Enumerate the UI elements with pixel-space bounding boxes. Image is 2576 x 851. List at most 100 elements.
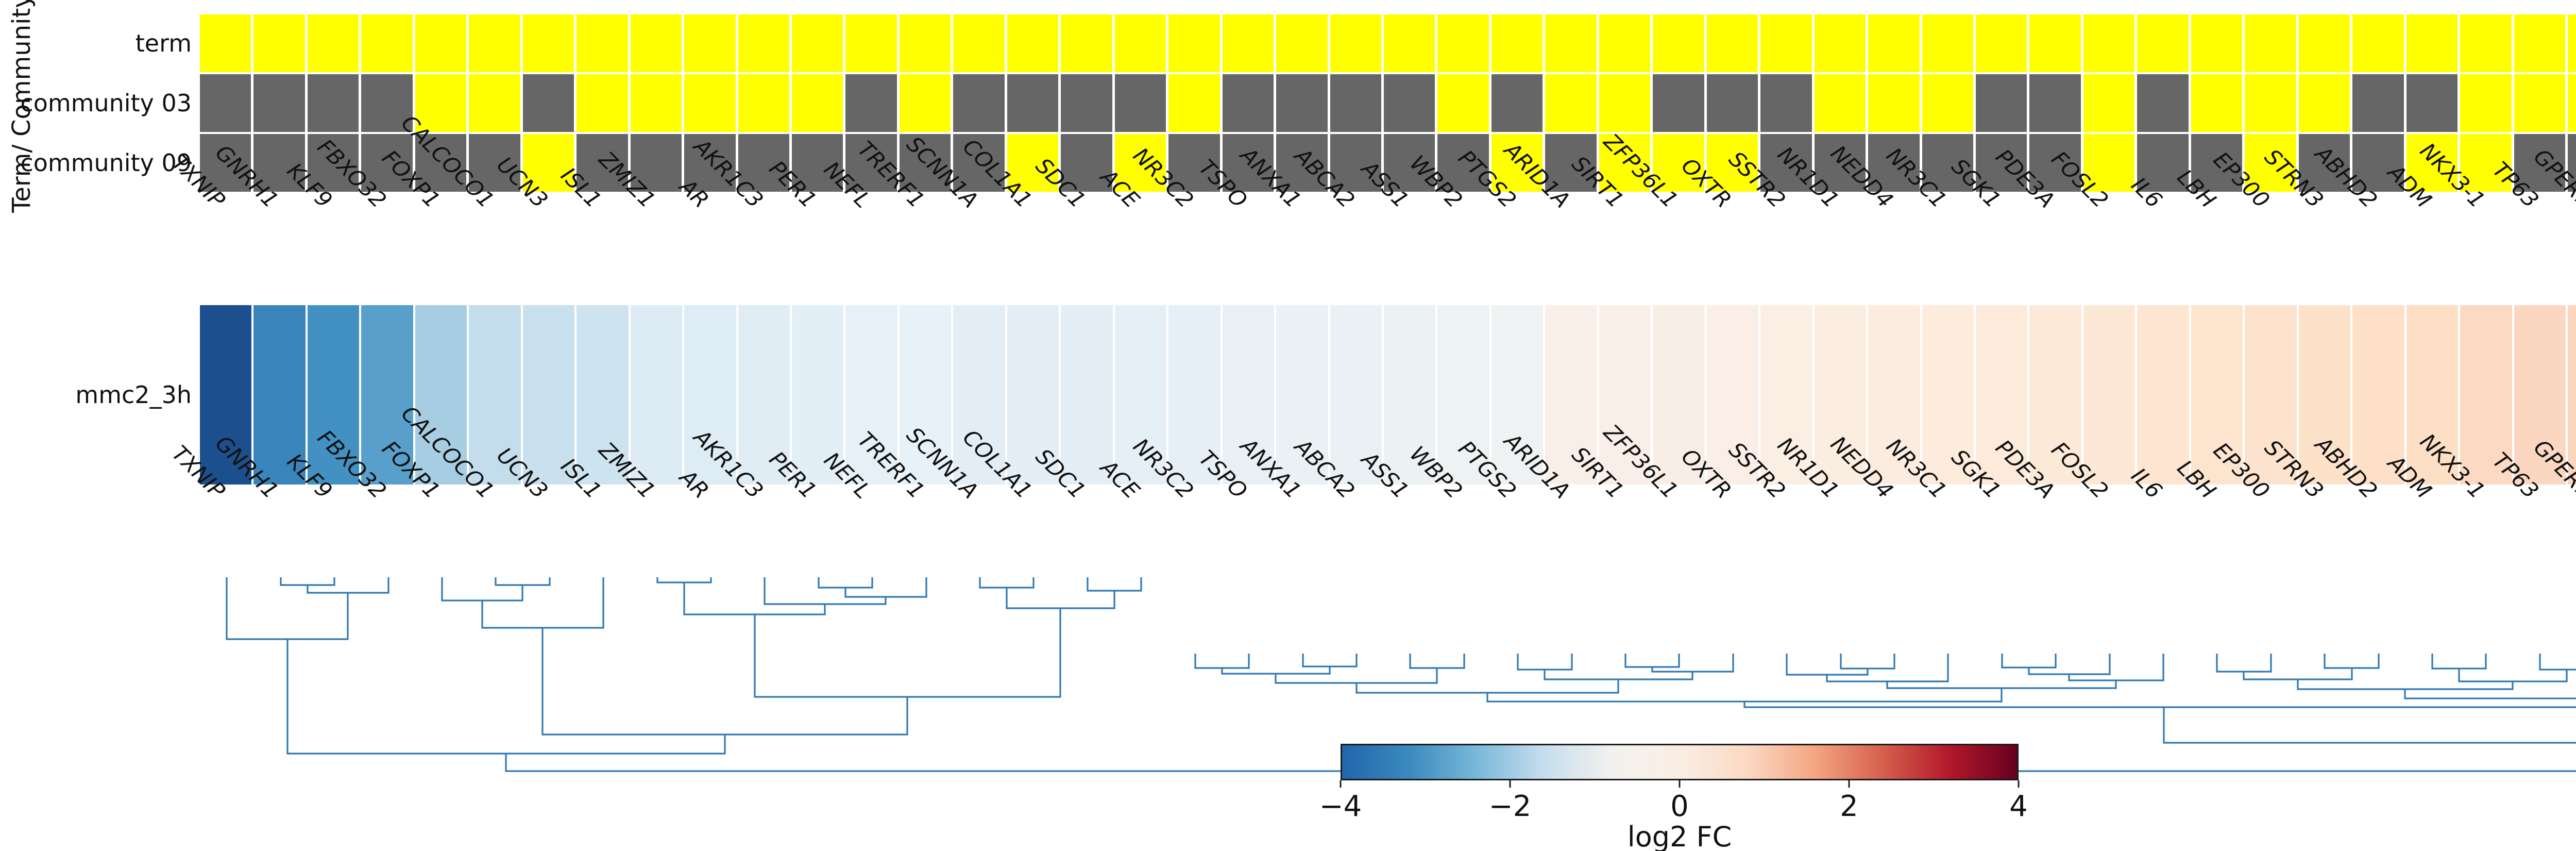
membership-cell xyxy=(1437,74,1489,132)
membership-cell xyxy=(522,14,574,72)
expression-cell xyxy=(2137,305,2189,485)
expression-cell xyxy=(1222,305,1275,485)
membership-cell xyxy=(2137,74,2189,132)
dendrogram-link xyxy=(656,577,712,583)
membership-cell xyxy=(792,134,843,192)
membership-cell xyxy=(1599,134,1651,192)
membership-cell xyxy=(1976,134,2027,192)
membership-cell xyxy=(1814,134,1866,192)
dendrogram-link xyxy=(683,582,826,615)
membership-cell xyxy=(1222,134,1274,192)
membership-cell xyxy=(899,134,951,192)
membership-cell xyxy=(2029,14,2081,72)
membership-cell xyxy=(1114,74,1166,132)
expression-cell xyxy=(1868,305,1920,485)
expression-cell xyxy=(2514,305,2566,485)
membership-cell xyxy=(1653,74,1704,132)
membership-cell xyxy=(2137,134,2189,192)
expression-cell xyxy=(1061,305,1113,485)
dendrogram-link xyxy=(2068,654,2164,681)
membership-cell xyxy=(2460,74,2512,132)
membership-cell xyxy=(1114,134,1166,192)
dendrogram-link xyxy=(2324,654,2380,669)
membership-cell xyxy=(2029,134,2081,192)
expression-cell xyxy=(1491,305,1544,485)
membership-cell xyxy=(1491,134,1543,192)
expression-cell xyxy=(1168,305,1221,485)
dendrogram-link xyxy=(2028,654,2111,675)
membership-cell xyxy=(1653,14,1704,72)
expression-cell xyxy=(2191,305,2243,485)
dendrogram-link xyxy=(1651,654,1734,673)
membership-cell xyxy=(1868,74,1920,132)
colorbar-title: log2 FC xyxy=(1627,821,1732,851)
dendrogram-link xyxy=(1624,654,1680,668)
dendrogram-link xyxy=(1840,654,1895,670)
membership-cell xyxy=(1061,74,1112,132)
membership-cell xyxy=(1276,134,1328,192)
membership-cell xyxy=(2352,14,2404,72)
expression-cell xyxy=(2245,305,2297,485)
membership-cell xyxy=(738,74,789,132)
expression-cell xyxy=(1760,305,1812,485)
expression-cell xyxy=(1653,305,1705,485)
dendrogram-link xyxy=(541,628,908,736)
membership-cell xyxy=(2406,74,2458,132)
membership-cell xyxy=(2298,14,2350,72)
membership-cell xyxy=(2245,74,2296,132)
membership-cell xyxy=(1114,14,1166,72)
expression-row-label: mmc2_3h xyxy=(75,381,192,409)
expression-cell xyxy=(1276,305,1328,485)
membership-cell xyxy=(1599,74,1651,132)
membership-row-label: term xyxy=(135,29,192,57)
membership-cell xyxy=(1922,14,1973,72)
membership-cell xyxy=(1330,14,1381,72)
membership-cell xyxy=(1760,74,1812,132)
membership-cell xyxy=(577,14,628,72)
membership-cell xyxy=(1007,74,1059,132)
expression-cell xyxy=(953,305,1005,485)
membership-cell xyxy=(1545,134,1597,192)
dendrogram-link xyxy=(441,577,523,602)
membership-cell xyxy=(1384,74,1435,132)
membership-cell xyxy=(200,74,251,132)
colorbar-tickmark xyxy=(1509,780,1511,788)
dendrogram-link xyxy=(1826,654,1949,682)
membership-cell xyxy=(361,14,413,72)
membership-cell xyxy=(1653,134,1704,192)
membership-cell xyxy=(1491,14,1543,72)
membership-cell xyxy=(2568,134,2576,192)
membership-cell xyxy=(2298,74,2350,132)
membership-cell xyxy=(361,134,413,192)
membership-cell xyxy=(1760,134,1812,192)
dendrogram-link xyxy=(2458,669,2568,682)
membership-cell xyxy=(361,74,413,132)
membership-cell xyxy=(1491,74,1543,132)
expression-cell xyxy=(415,305,467,485)
membership-cell xyxy=(469,74,520,132)
expression-cell xyxy=(577,305,629,485)
membership-cell xyxy=(2029,74,2081,132)
dendrogram-link xyxy=(1194,654,1250,669)
membership-cell xyxy=(2083,74,2135,132)
dendrogram-link xyxy=(1302,654,1358,668)
expression-cell xyxy=(200,305,252,485)
colorbar-tickmark xyxy=(2018,780,2020,788)
expression-cell xyxy=(684,305,736,485)
membership-cell xyxy=(1437,14,1489,72)
membership-cell xyxy=(899,14,951,72)
membership-cell xyxy=(1760,14,1812,72)
colorbar-tick-label: 2 xyxy=(1840,790,1858,823)
membership-cell xyxy=(630,14,682,72)
membership-cell xyxy=(1706,74,1758,132)
membership-cell xyxy=(2191,14,2243,72)
dendrogram-link xyxy=(754,608,1061,698)
expression-cell xyxy=(522,305,575,485)
membership-cell xyxy=(792,74,843,132)
membership-cell xyxy=(1276,14,1328,72)
membership-cell xyxy=(2245,14,2296,72)
membership-cell xyxy=(415,14,467,72)
dendrogram-link xyxy=(2431,654,2487,670)
membership-cell xyxy=(1545,14,1597,72)
